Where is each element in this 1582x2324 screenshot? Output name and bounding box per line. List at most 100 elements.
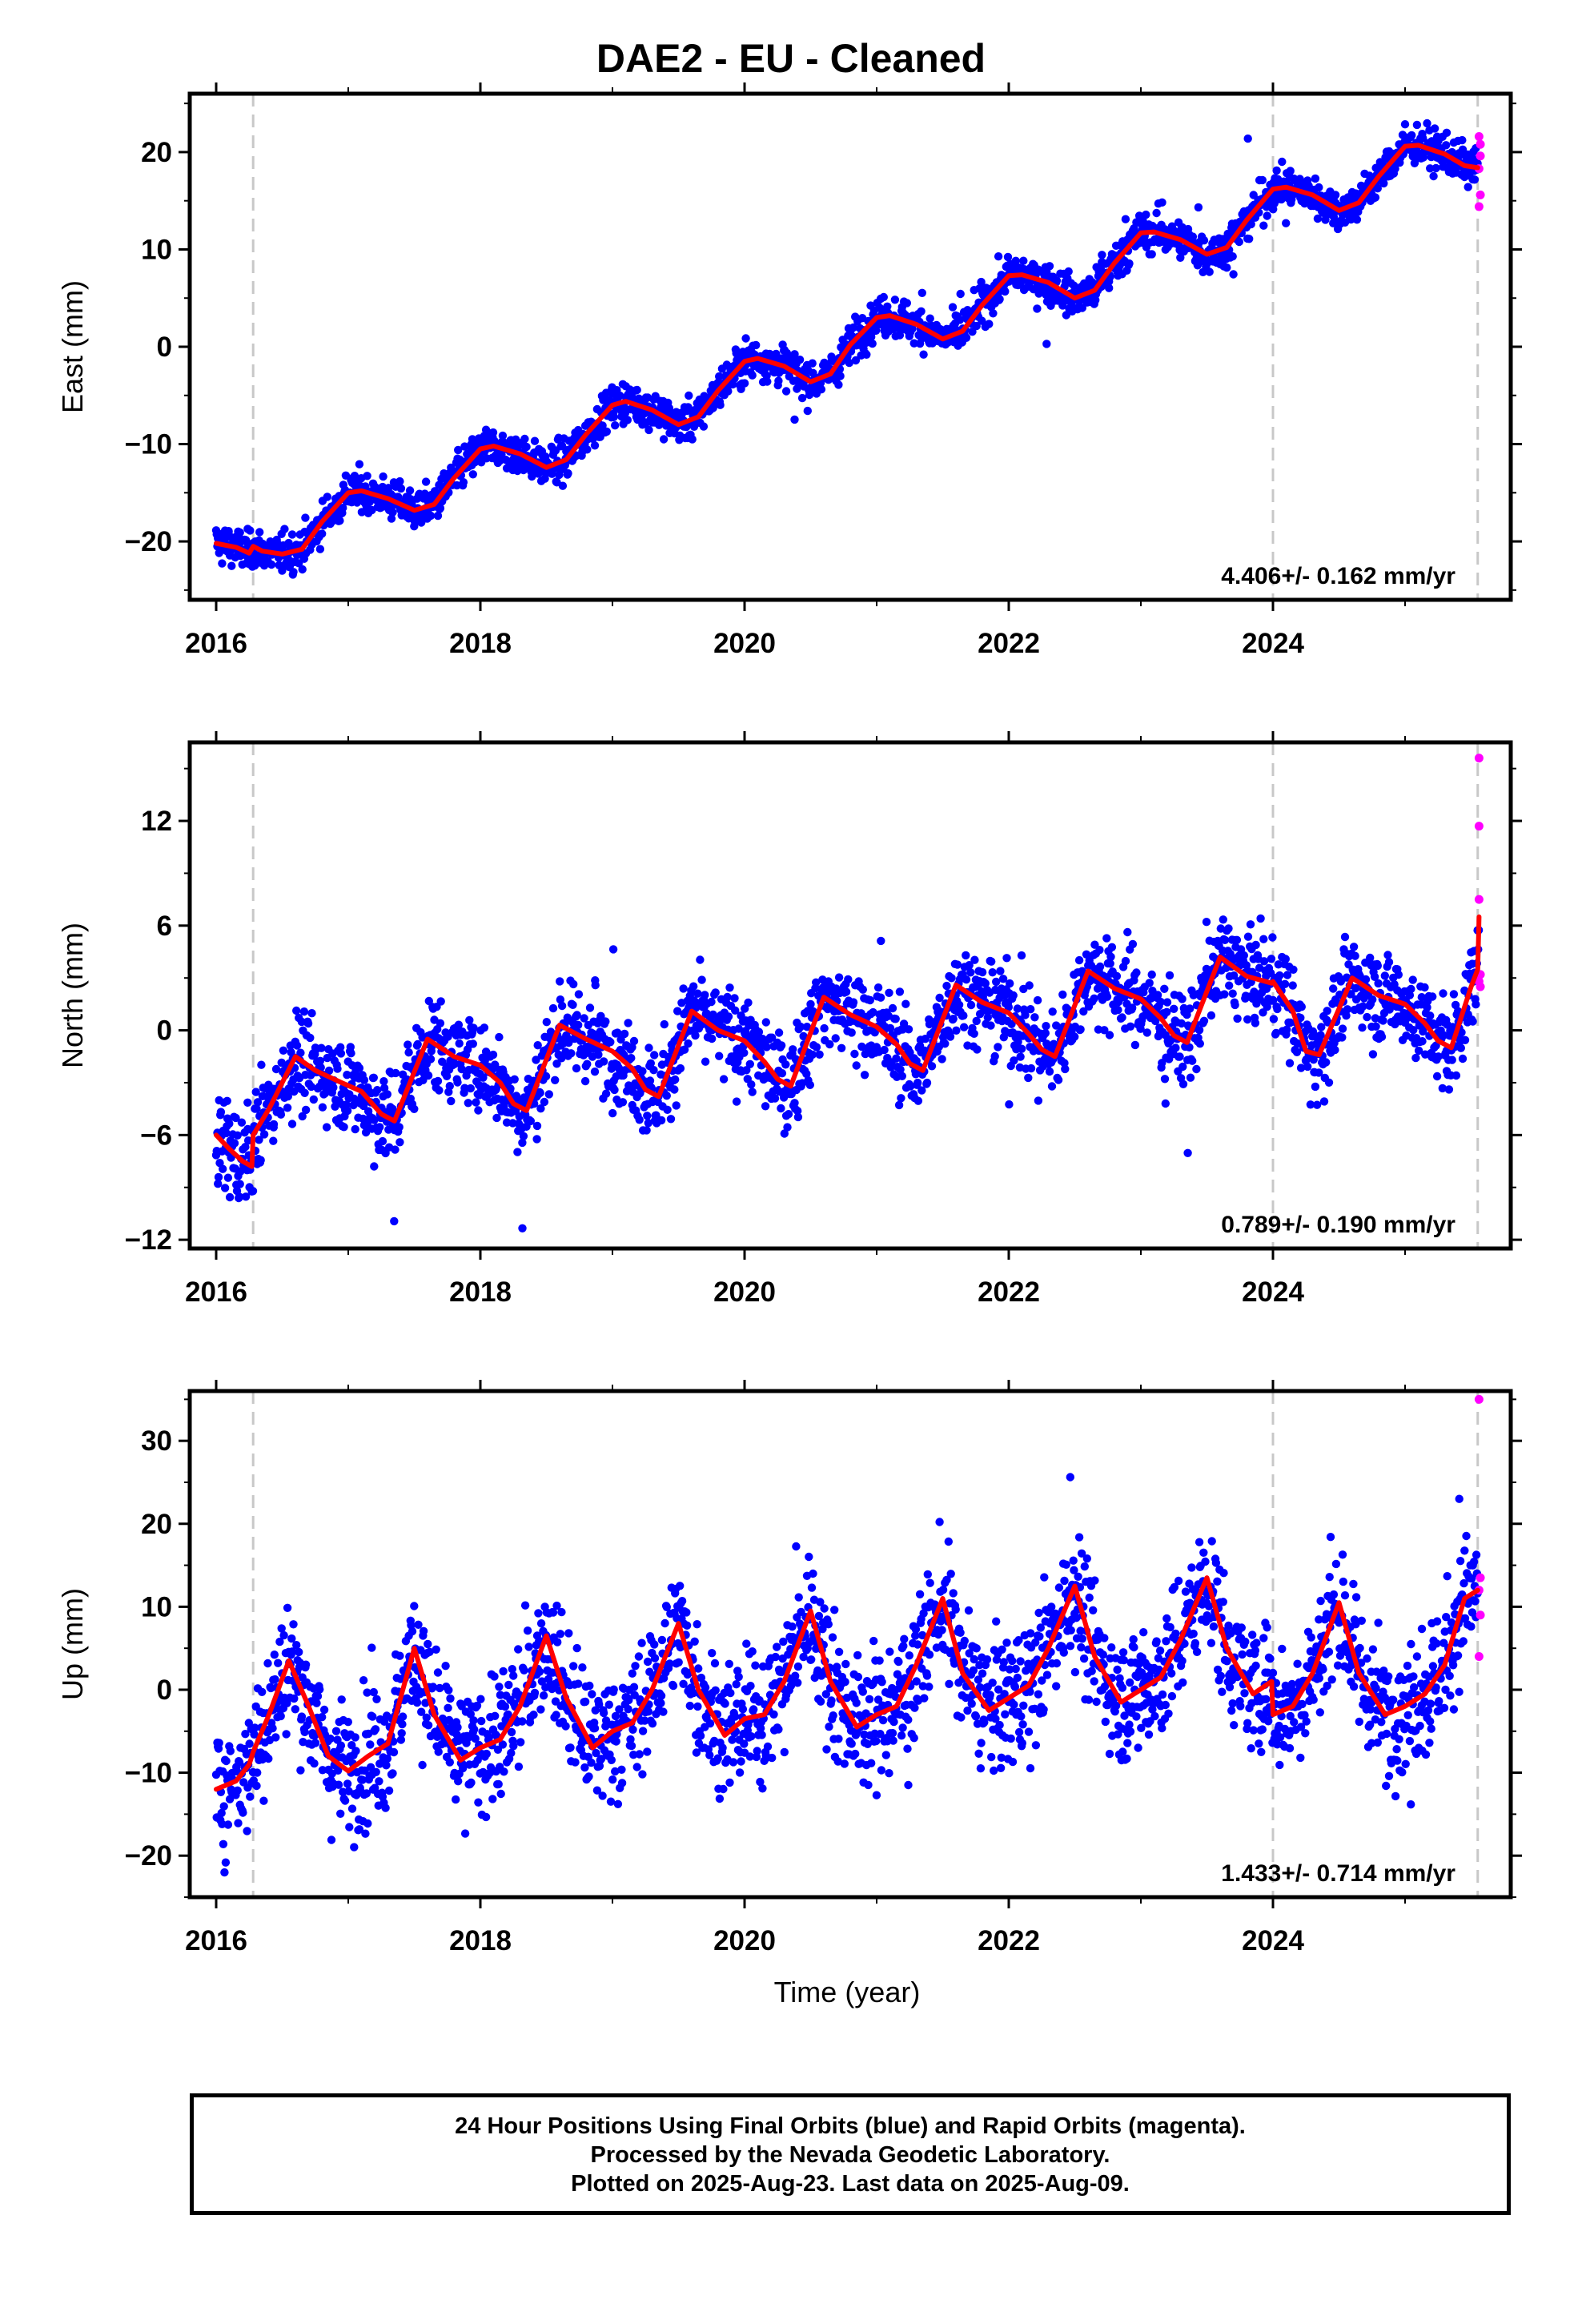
final-orbit-point xyxy=(318,529,327,538)
final-orbit-point xyxy=(1229,270,1238,279)
final-orbit-point xyxy=(528,472,536,481)
final-orbit-point xyxy=(817,385,826,394)
final-orbit-point xyxy=(519,1132,528,1141)
final-orbit-point xyxy=(331,1727,341,1735)
final-orbit-point xyxy=(962,975,971,984)
final-orbit-point xyxy=(246,1792,255,1801)
final-orbit-point xyxy=(264,1754,273,1763)
final-orbit-point xyxy=(825,1039,834,1049)
final-orbit-point xyxy=(388,508,397,517)
final-orbit-point xyxy=(227,561,236,570)
final-orbit-point xyxy=(222,1128,231,1138)
final-orbit-point xyxy=(796,1022,805,1031)
final-orbit-point xyxy=(752,340,761,350)
plot-frame xyxy=(187,740,1513,1251)
final-orbit-point xyxy=(373,1086,382,1095)
final-orbit-point xyxy=(801,1009,809,1018)
final-orbit-point xyxy=(659,435,669,444)
final-orbit-point xyxy=(298,1112,307,1121)
final-orbit-point xyxy=(612,1060,622,1069)
final-orbit-point xyxy=(1373,961,1383,971)
final-orbit-point xyxy=(1199,236,1209,245)
final-orbit-point xyxy=(1228,252,1237,261)
final-orbit-point xyxy=(946,1032,955,1041)
final-orbit-point xyxy=(1405,991,1415,999)
final-orbit-point xyxy=(880,1045,889,1055)
final-orbit-point xyxy=(1391,164,1399,173)
final-orbit-point xyxy=(808,359,817,368)
final-orbit-point xyxy=(959,1023,969,1031)
final-orbit-point xyxy=(283,1603,292,1613)
final-orbit-point xyxy=(1048,1007,1057,1016)
final-orbit-point xyxy=(218,559,227,568)
final-orbit-point xyxy=(319,1705,329,1715)
final-orbit-point xyxy=(1407,131,1416,140)
final-orbit-point xyxy=(480,1023,489,1032)
final-orbit-point xyxy=(790,350,799,359)
final-orbit-point xyxy=(1002,954,1011,963)
final-orbit-point xyxy=(398,1719,407,1729)
final-orbit-point xyxy=(471,1734,480,1743)
final-orbit-point xyxy=(598,421,607,430)
final-orbit-point xyxy=(424,1071,433,1080)
final-orbit-point xyxy=(375,1777,383,1786)
final-orbit-point xyxy=(499,1667,508,1676)
final-orbit-point xyxy=(1021,1011,1030,1019)
final-orbit-point xyxy=(289,568,298,577)
final-orbit-point xyxy=(214,1180,223,1188)
final-orbit-point xyxy=(1338,1033,1347,1042)
final-orbit-point xyxy=(741,1004,749,1013)
final-orbit-point xyxy=(1147,970,1156,979)
final-orbit-point xyxy=(363,1819,372,1828)
final-orbit-point xyxy=(746,1015,755,1024)
final-orbit-point xyxy=(445,1758,454,1767)
final-orbit-point xyxy=(1442,128,1452,137)
y-tick-label: −12 xyxy=(125,1224,172,1256)
final-orbit-point xyxy=(433,511,443,521)
final-orbit-point xyxy=(865,995,875,1005)
final-orbit-point xyxy=(523,1626,532,1635)
final-orbit-point xyxy=(488,428,498,437)
final-orbit-point xyxy=(322,1123,331,1132)
final-orbit-point xyxy=(464,1099,472,1108)
final-orbit-point xyxy=(347,1804,357,1813)
final-orbit-point xyxy=(250,1730,259,1739)
final-orbit-point xyxy=(372,1695,381,1703)
final-orbit-point xyxy=(1251,940,1260,950)
final-orbit-point xyxy=(697,1020,706,1029)
final-orbit-point xyxy=(370,1162,379,1171)
final-orbit-point xyxy=(271,1675,279,1684)
final-orbit-point xyxy=(978,967,987,977)
final-orbit-point xyxy=(1171,1043,1180,1052)
final-orbit-point xyxy=(1452,1071,1461,1080)
final-orbit-point xyxy=(290,1694,299,1703)
final-orbit-point xyxy=(339,504,347,513)
final-orbit-point xyxy=(696,955,705,964)
final-orbit-point xyxy=(649,1066,658,1075)
final-orbit-point xyxy=(1309,1055,1318,1064)
final-orbit-point xyxy=(414,1620,423,1630)
final-orbit-point xyxy=(1042,1022,1050,1031)
final-orbit-point xyxy=(885,988,893,998)
final-orbit-point xyxy=(410,1602,419,1610)
final-orbit-point xyxy=(972,321,981,331)
final-orbit-point xyxy=(673,1007,682,1015)
final-orbit-point xyxy=(317,1043,326,1052)
final-orbit-point xyxy=(434,1747,443,1756)
final-orbit-point xyxy=(355,1825,364,1834)
final-orbit-point xyxy=(618,1098,628,1107)
final-orbit-point xyxy=(994,1043,1002,1051)
final-orbit-point xyxy=(763,377,772,386)
final-orbit-points xyxy=(211,1473,1482,1877)
final-orbit-point xyxy=(433,1668,443,1677)
final-orbit-point xyxy=(436,1019,445,1028)
final-orbit-points xyxy=(211,914,1484,1233)
final-orbit-point xyxy=(1414,1046,1423,1055)
final-orbit-point xyxy=(1128,1003,1137,1012)
final-orbit-point xyxy=(879,292,889,302)
final-orbit-point xyxy=(454,1777,463,1786)
final-orbit-point xyxy=(574,1020,583,1030)
final-orbit-point xyxy=(506,1084,515,1093)
final-orbit-point xyxy=(524,1642,533,1651)
final-orbit-point xyxy=(992,977,1001,987)
